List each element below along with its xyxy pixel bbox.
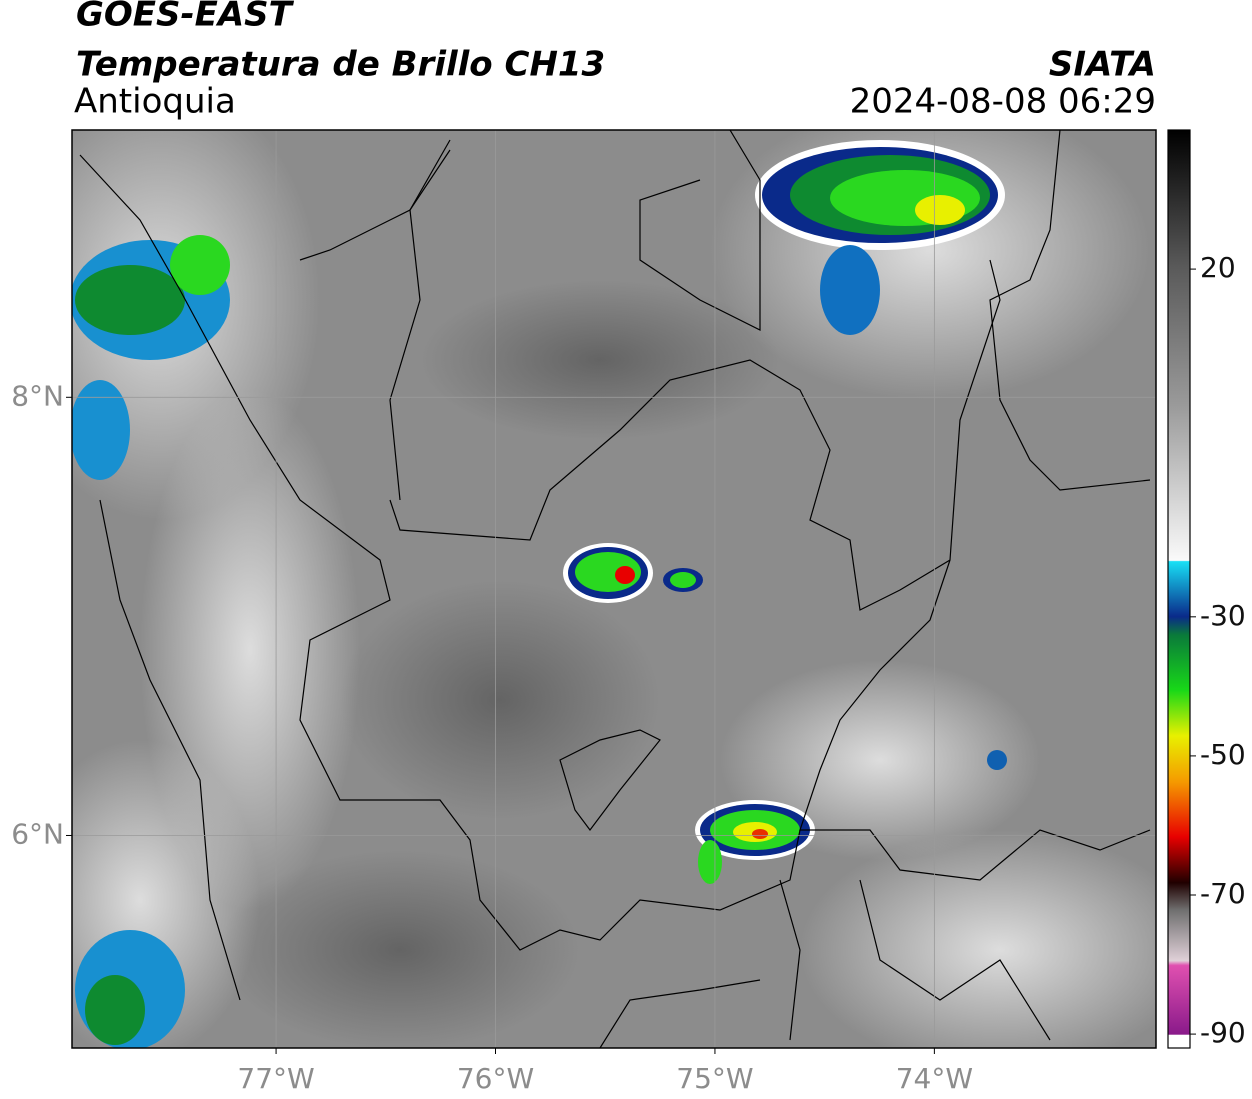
grid [72,130,1156,1048]
x-tick-label: 74°W [896,1062,973,1095]
title: GOES-EAST [76,0,295,35]
colorbar-tick-label: -90 [1200,1016,1246,1049]
region: Antioquia [74,82,236,122]
y-tick-label: 6°N [11,817,64,850]
colorbar [1167,129,1191,1049]
x-tick-label: 76°W [457,1062,534,1095]
colorbar-tick-label: -70 [1200,877,1246,910]
colorbar-tick-label: -30 [1200,599,1246,632]
datetime: 2024-08-08 06:29 [850,82,1156,122]
colorbar-tick-label: 20 [1200,251,1236,284]
x-tick-label: 75°W [676,1062,753,1095]
source: SIATA [1049,45,1156,85]
map-imagery [72,130,1156,1048]
x-tick-label: 77°W [237,1062,314,1095]
map-frame [71,129,1157,1049]
y-tick-label: 8°N [11,379,64,412]
subtitle: Temperatura de Brillo CH13 [76,45,605,85]
colorbar-tick-label: -50 [1200,738,1246,771]
